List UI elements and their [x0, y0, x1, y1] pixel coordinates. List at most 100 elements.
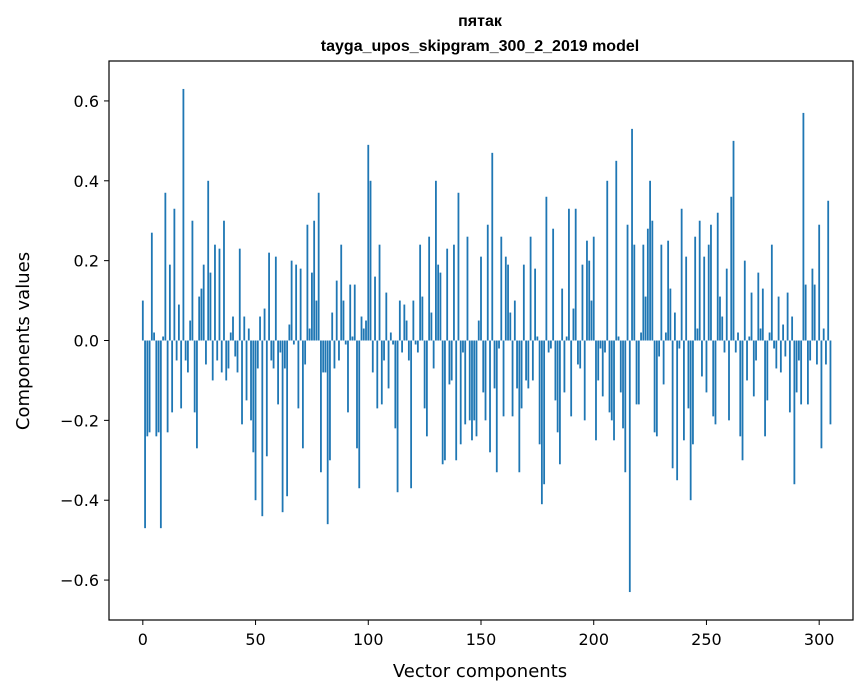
bar — [428, 236, 431, 341]
x-tick-label: 50 — [245, 630, 265, 649]
bar — [779, 340, 782, 373]
bar — [664, 332, 667, 341]
bar — [766, 340, 769, 401]
bar — [563, 340, 566, 393]
bar — [554, 340, 557, 401]
bar — [347, 340, 349, 413]
bar — [441, 340, 444, 465]
bar — [410, 340, 413, 489]
bar — [628, 340, 631, 593]
y-tick-label: 0.2 — [74, 252, 99, 271]
bar — [757, 272, 760, 341]
bar — [525, 340, 527, 381]
bar — [513, 300, 516, 341]
bar — [173, 208, 176, 341]
bar — [786, 292, 789, 341]
bar — [807, 340, 809, 405]
bar — [466, 236, 469, 341]
bar — [471, 340, 473, 441]
bar — [741, 340, 744, 461]
bar — [295, 264, 298, 341]
bar — [477, 320, 480, 341]
bar — [622, 340, 624, 429]
chart-title: пятак — [458, 13, 503, 30]
bar — [353, 284, 356, 341]
bar — [362, 328, 365, 341]
bar — [432, 340, 435, 369]
bar — [304, 340, 307, 365]
bar — [725, 268, 728, 341]
bar — [689, 340, 692, 501]
bar — [561, 288, 564, 341]
bar — [227, 340, 230, 369]
bar — [574, 208, 577, 341]
bar — [218, 248, 221, 341]
y-axis-label: Components values — [13, 252, 34, 430]
bar — [692, 340, 694, 445]
bar — [419, 244, 422, 341]
bar — [710, 224, 712, 341]
bar — [453, 244, 455, 341]
bar — [728, 340, 730, 421]
bar — [430, 312, 433, 341]
bar — [721, 316, 724, 341]
bar — [516, 340, 518, 389]
bar — [159, 340, 162, 529]
bar — [247, 328, 250, 341]
y-tick-label: −0.6 — [60, 571, 99, 590]
bar — [714, 340, 717, 425]
bar — [770, 244, 773, 341]
bar — [601, 340, 604, 397]
bar — [606, 180, 609, 341]
bar — [504, 256, 507, 341]
bar — [507, 264, 509, 341]
bar — [642, 244, 645, 341]
bar — [380, 340, 383, 405]
bar — [281, 340, 284, 513]
bar — [193, 340, 196, 413]
bar — [396, 340, 399, 493]
bar — [493, 340, 496, 389]
bar — [286, 340, 289, 497]
bar — [502, 340, 505, 417]
bar — [144, 340, 146, 529]
bar — [439, 272, 442, 341]
bar — [802, 112, 805, 341]
bar — [306, 224, 309, 341]
bar — [671, 340, 674, 469]
bar — [816, 340, 818, 365]
bar — [207, 180, 210, 341]
bar — [450, 340, 453, 381]
bar — [387, 340, 390, 389]
bar — [157, 340, 160, 433]
bar — [335, 280, 338, 341]
bar — [360, 316, 363, 341]
bar — [317, 192, 320, 341]
bar — [322, 340, 325, 373]
bar — [326, 340, 329, 525]
bar — [358, 340, 361, 489]
bar — [592, 236, 595, 341]
bar — [252, 340, 255, 453]
bar — [712, 340, 715, 417]
bar — [283, 340, 286, 369]
bar — [351, 336, 354, 341]
bar — [182, 88, 185, 341]
x-tick-label: 200 — [578, 630, 609, 649]
bar — [313, 220, 316, 341]
bar — [631, 128, 633, 341]
bar — [608, 340, 611, 413]
bar — [205, 340, 207, 365]
bar — [268, 252, 270, 341]
bar — [315, 300, 318, 341]
bar — [800, 340, 803, 405]
bar — [588, 260, 591, 341]
bar — [256, 340, 259, 369]
bar — [412, 300, 415, 341]
bar — [804, 284, 807, 341]
bar — [579, 340, 582, 369]
bar — [171, 340, 174, 413]
bar — [378, 244, 381, 341]
bar — [633, 244, 636, 341]
